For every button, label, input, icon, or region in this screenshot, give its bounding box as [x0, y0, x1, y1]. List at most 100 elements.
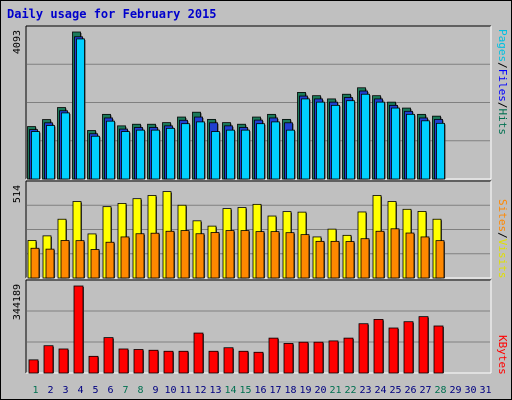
bar-kbytes-17 [268, 337, 279, 374]
x-label-day-2: 2 [47, 385, 53, 396]
bar-pages-19 [301, 98, 310, 180]
bar-sites-10 [165, 230, 175, 279]
x-label-day-14: 14 [224, 385, 236, 396]
bar-kbytes-20 [313, 341, 324, 374]
legend-mid-part-0: Sites [496, 199, 509, 233]
x-label-day-18: 18 [284, 385, 296, 396]
x-label-day-10: 10 [164, 385, 176, 396]
bar-pages-2 [46, 125, 55, 180]
bar-kbytes-12 [193, 332, 204, 374]
bar-sites-1 [30, 247, 40, 279]
bar-kbytes-7 [118, 348, 129, 374]
bar-kbytes-11 [178, 350, 189, 374]
bar-kbytes-8 [133, 349, 144, 374]
bar-kbytes-27 [418, 316, 429, 374]
bar-pages-7 [121, 131, 130, 180]
bar-sites-12 [195, 233, 205, 279]
x-label-day-19: 19 [299, 385, 311, 396]
bar-pages-4 [76, 38, 85, 180]
bar-pages-8 [136, 129, 145, 180]
bar-kbytes-22 [343, 337, 354, 374]
bar-pages-22 [346, 100, 355, 180]
bar-pages-3 [61, 112, 70, 180]
bar-kbytes-2 [43, 345, 54, 374]
bar-pages-26 [406, 113, 415, 180]
x-label-day-5: 5 [92, 385, 98, 396]
x-label-day-6: 6 [107, 385, 113, 396]
bar-kbytes-6 [103, 337, 114, 374]
legend-bot-part-0: KBytes [496, 335, 509, 375]
x-label-day-7: 7 [122, 385, 128, 396]
bar-kbytes-16 [253, 351, 264, 374]
bar-pages-13 [211, 131, 220, 180]
bar-sites-19 [300, 234, 310, 279]
bar-pages-5 [91, 135, 100, 180]
bar-sites-23 [360, 238, 370, 279]
legend-mid-part-2: Visits [496, 238, 509, 279]
chart-title: Daily usage for February 2015 [7, 7, 217, 21]
bar-sites-16 [255, 231, 265, 279]
bar-sites-9 [150, 232, 160, 279]
x-label-day-11: 11 [179, 385, 191, 396]
bar-sites-4 [75, 240, 85, 279]
legend-top-part-4: Hits [496, 108, 509, 136]
bar-sites-6 [105, 241, 115, 279]
x-label-day-20: 20 [314, 385, 326, 396]
x-label-day-28: 28 [434, 385, 446, 396]
bar-sites-18 [285, 232, 295, 279]
bar-pages-28 [436, 122, 445, 180]
bar-pages-1 [31, 131, 40, 180]
bar-kbytes-19 [298, 341, 309, 374]
bar-kbytes-18 [283, 343, 294, 374]
x-label-day-30: 30 [464, 385, 476, 396]
bar-sites-5 [90, 249, 100, 279]
bar-sites-7 [120, 236, 130, 279]
bar-sites-28 [435, 240, 445, 279]
bar-pages-23 [361, 93, 370, 180]
bar-kbytes-24 [373, 319, 384, 374]
bar-pages-20 [316, 101, 325, 180]
legend-pages-files-hits: Pages/Files/Hits [496, 29, 509, 135]
x-label-day-3: 3 [62, 385, 68, 396]
bar-sites-20 [315, 240, 325, 279]
bar-pages-12 [196, 121, 205, 180]
legend-top-part-2: Files [496, 68, 509, 102]
bar-kbytes-13 [208, 350, 219, 374]
x-label-day-22: 22 [344, 385, 356, 396]
x-label-day-29: 29 [449, 385, 461, 396]
legend-top-part-3: / [496, 101, 509, 109]
bar-kbytes-14 [223, 347, 234, 374]
bar-pages-25 [391, 107, 400, 180]
bar-sites-14 [225, 230, 235, 279]
bar-kbytes-26 [403, 321, 414, 374]
x-label-day-25: 25 [389, 385, 401, 396]
bar-pages-17 [271, 121, 280, 180]
legend-top-part-1: / [496, 62, 509, 69]
x-label-day-15: 15 [239, 385, 251, 396]
legend-mid-part-1: / [496, 232, 509, 239]
legend-kbytes: KBytes [496, 335, 509, 375]
bar-kbytes-25 [388, 327, 399, 374]
x-label-day-1: 1 [32, 385, 38, 396]
x-label-day-27: 27 [419, 385, 431, 396]
x-label-day-26: 26 [404, 385, 416, 396]
x-label-day-12: 12 [194, 385, 206, 396]
bar-pages-16 [256, 123, 265, 180]
bar-sites-25 [390, 228, 400, 279]
bar-sites-21 [330, 240, 340, 279]
x-label-day-9: 9 [152, 385, 158, 396]
bar-sites-22 [345, 241, 355, 279]
bar-kbytes-23 [358, 323, 369, 374]
x-label-day-8: 8 [137, 385, 143, 396]
bar-pages-11 [181, 123, 190, 180]
bar-pages-6 [106, 120, 115, 180]
bar-sites-26 [405, 232, 415, 279]
panel-2-max-label: 514 [12, 185, 23, 203]
bar-kbytes-4 [73, 285, 84, 374]
bar-sites-8 [135, 233, 145, 279]
bar-pages-10 [166, 127, 175, 180]
x-label-day-4: 4 [77, 385, 83, 396]
bar-kbytes-9 [148, 349, 159, 374]
bar-sites-2 [45, 248, 55, 279]
